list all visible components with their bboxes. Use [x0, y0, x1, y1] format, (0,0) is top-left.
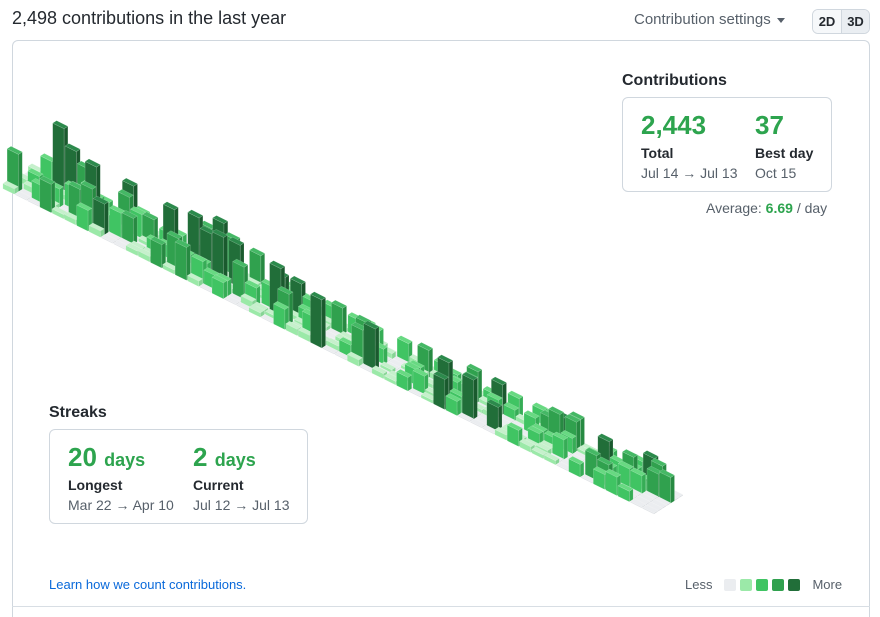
calendar-cell	[322, 344, 339, 355]
calendar-cell	[642, 504, 659, 515]
legend-swatch-2	[756, 578, 769, 591]
contributions-box: 2,443 Total Jul 14 → Jul 13 37 Best day …	[622, 97, 832, 192]
calendar-cell	[658, 469, 675, 504]
calendar-cell	[27, 197, 44, 207]
calendar-cell	[2, 180, 19, 195]
calendar-cell	[211, 274, 228, 300]
calendar-cell	[100, 234, 117, 244]
streaks-title: Streaks	[49, 404, 107, 421]
streaks-box: 20 days Longest Mar 22 → Apr 10 2 days C…	[49, 429, 308, 524]
current-streak-range: Jul 12 → Jul 13	[193, 497, 290, 513]
calendar-cell	[174, 239, 191, 281]
calendar-cell	[617, 482, 634, 503]
calendar-cell	[469, 418, 486, 429]
calendar-cell	[223, 295, 240, 306]
current-streak-unit: days	[214, 450, 256, 470]
best-day-label: Best day	[755, 145, 814, 161]
calendar-cell	[445, 393, 462, 417]
calendar-cell	[629, 498, 646, 509]
legend-swatch-0	[724, 578, 737, 591]
caret-down-icon	[776, 18, 785, 23]
contribution-settings-dropdown[interactable]: Contribution settings	[634, 11, 785, 28]
longest-streak-value: 20	[68, 442, 97, 472]
calendar-cell	[630, 467, 647, 495]
current-streak-label: Current	[193, 477, 244, 493]
total-range: Jul 14 → Jul 13	[641, 165, 738, 181]
page-title: 2,498 contributions in the last year	[12, 8, 287, 28]
legend: Less More	[685, 577, 842, 592]
learn-contributions-link[interactable]: Learn how we count contributions.	[49, 577, 247, 592]
calendar-cell	[39, 175, 56, 214]
average-label: Average:	[706, 200, 762, 216]
calendar-cell	[6, 145, 23, 192]
calendar-cell	[121, 210, 138, 245]
calendar-cell	[568, 456, 585, 478]
calendar-cell	[457, 412, 474, 423]
calendar-cell	[396, 369, 413, 392]
total-value: 2,443	[641, 110, 707, 140]
calendar-cell	[248, 304, 265, 318]
average-per-day: Average: 6.69 / day	[706, 200, 827, 216]
calendar-cell	[379, 361, 396, 374]
contribution-settings-label: Contribution settings	[634, 11, 771, 28]
calendar-cell	[150, 236, 167, 269]
best-day-date: Oct 15	[755, 165, 797, 181]
calendar-cell	[543, 452, 560, 466]
longest-streak-range: Mar 22 → Apr 10	[68, 497, 174, 513]
longest-streak-unit: days	[104, 450, 146, 470]
calendar-cell	[88, 222, 105, 238]
calendar-cell	[186, 272, 204, 287]
calendar-cell	[309, 291, 327, 349]
toggle-3d-button[interactable]: 3D	[841, 10, 869, 33]
legend-less: Less	[685, 577, 713, 592]
legend-swatch-1	[740, 578, 753, 591]
best-day-value: 37	[755, 110, 784, 140]
longest-streak-label: Longest	[68, 477, 123, 493]
calendar-cell	[14, 191, 31, 201]
calendar-cell	[330, 299, 348, 335]
panel-divider	[12, 606, 870, 607]
calendar-cell	[486, 399, 503, 432]
current-streak-value: 2	[193, 442, 208, 472]
legend-swatch-4	[788, 578, 801, 591]
calendar-cell	[346, 351, 363, 367]
calendar-cell	[461, 371, 478, 420]
calendar-cell	[363, 320, 380, 371]
contributions-title: Contributions	[622, 72, 727, 89]
legend-more: More	[812, 577, 843, 592]
view-toggle: 2D 3D	[812, 9, 870, 34]
average-value: 6.69	[765, 200, 793, 216]
total-label: Total	[641, 145, 674, 161]
contribution-panel	[12, 40, 870, 617]
average-unit: / day	[796, 200, 828, 216]
toggle-2d-button[interactable]: 2D	[813, 10, 841, 33]
legend-swatch-3	[772, 578, 785, 591]
calendar-cell	[76, 202, 93, 232]
